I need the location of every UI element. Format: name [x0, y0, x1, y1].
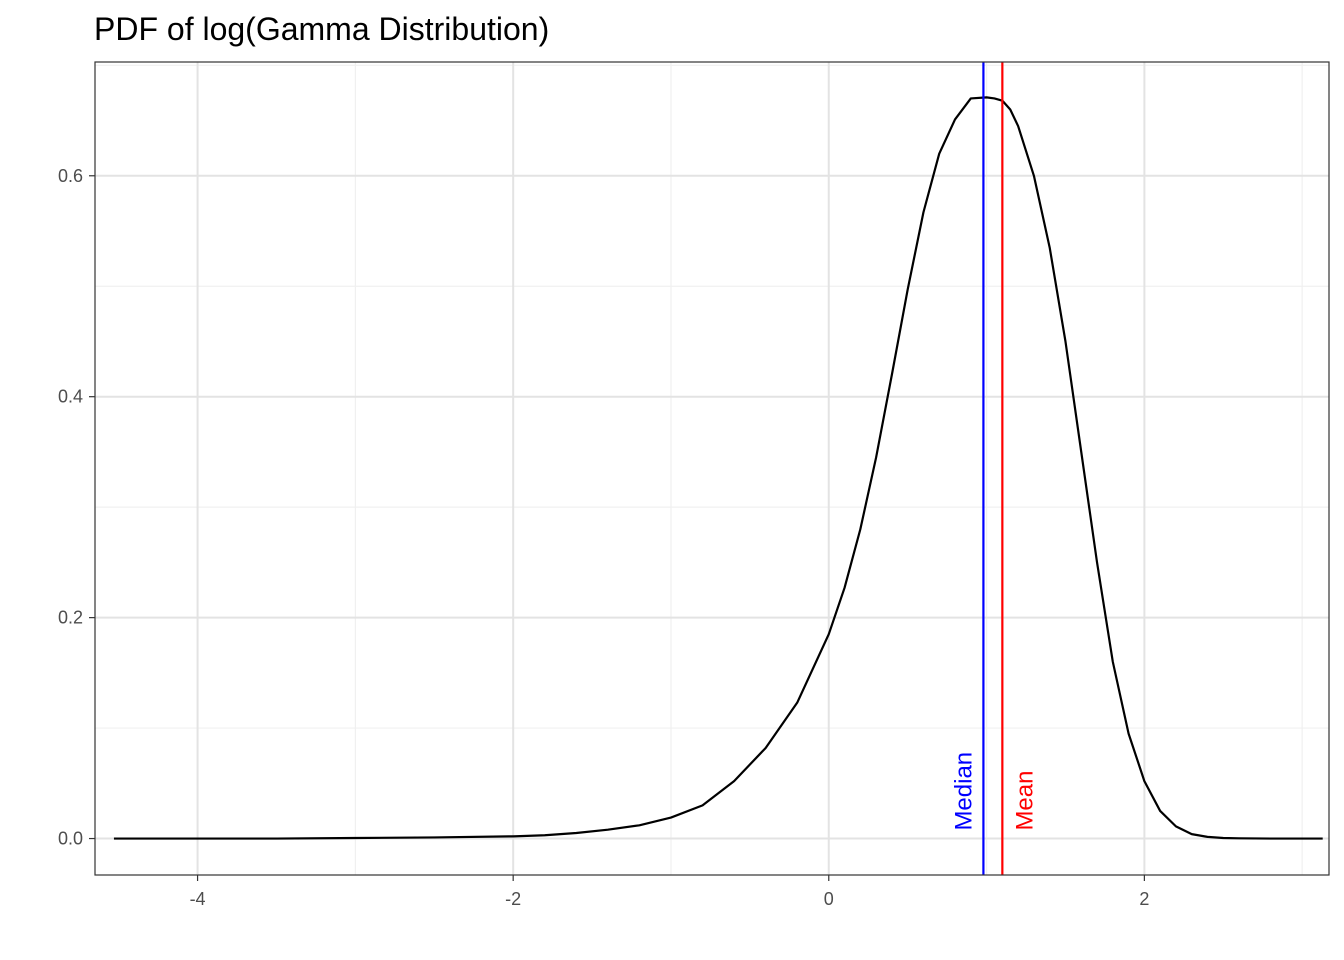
- y-tick-label: 0.4: [58, 387, 83, 407]
- grid-minor: [95, 62, 1329, 875]
- y-tick-label: 0.6: [58, 166, 83, 186]
- median-label: Median: [950, 752, 977, 831]
- plot-panel: [95, 62, 1329, 875]
- chart-title: PDF of log(Gamma Distribution): [94, 11, 549, 47]
- density-line: [113, 96, 1323, 840]
- mean-label: Mean: [1011, 771, 1038, 831]
- x-tick-label: -4: [190, 889, 206, 909]
- x-axis: -4 -2 0 2: [190, 875, 1149, 909]
- x-tick-label: -2: [505, 889, 521, 909]
- y-tick-label: 0.2: [58, 608, 83, 628]
- series-layer: [113, 96, 1323, 840]
- x-tick-label: 0: [824, 889, 834, 909]
- y-axis: 0.0 0.2 0.4 0.6: [58, 166, 95, 849]
- x-tick-label: 2: [1139, 889, 1149, 909]
- reference-lines: Median Mean: [950, 62, 1038, 875]
- grid-major: [95, 62, 1329, 875]
- plot-border: [94, 61, 1330, 876]
- y-tick-label: 0.0: [58, 829, 83, 849]
